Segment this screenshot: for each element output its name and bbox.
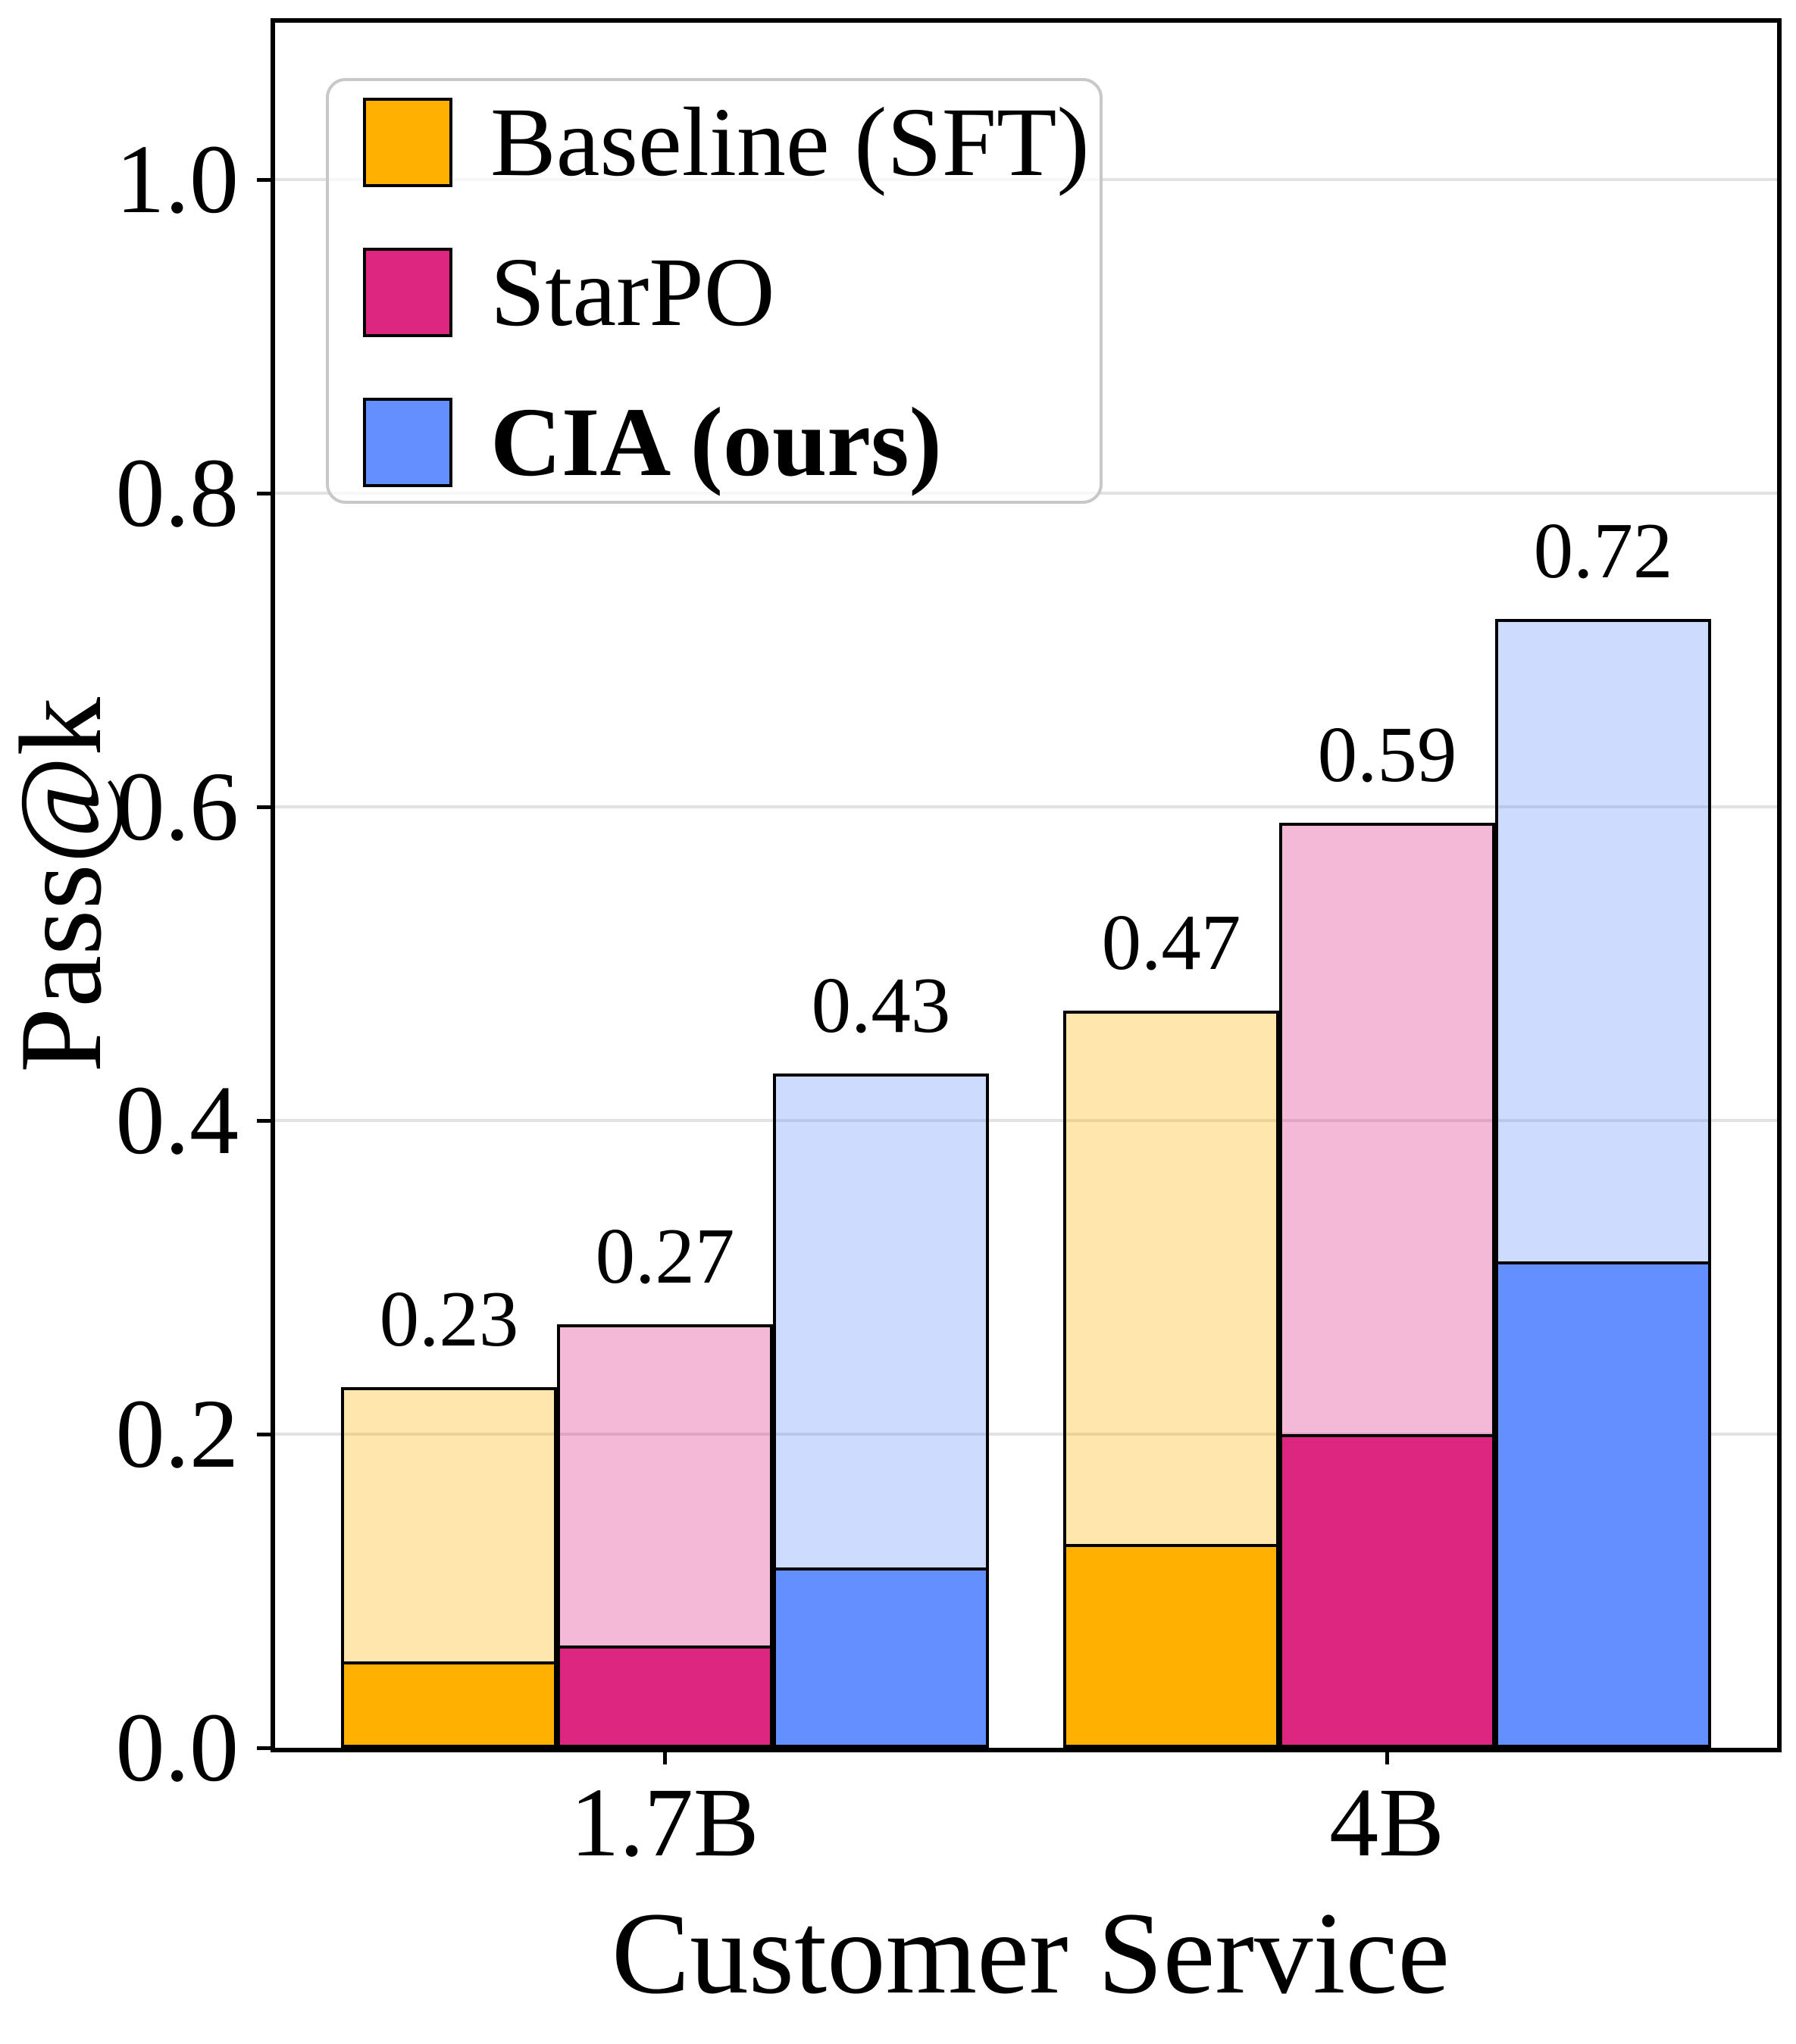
top-spine <box>271 18 1782 23</box>
legend-row: Baseline (SFT) <box>363 93 1090 192</box>
bar-value-label: 0.27 <box>595 1211 735 1301</box>
gridline <box>275 1433 1777 1436</box>
y-axis-tick-label: 1.0 <box>115 125 239 234</box>
x-axis-tick-label: 4B <box>1329 1768 1444 1877</box>
y-axis-tick-label: 0.6 <box>115 752 239 861</box>
bottom-spine <box>271 1748 1782 1752</box>
bar-4B-Baseline (SFT)-pass1 <box>1063 1543 1279 1748</box>
bar-1.7B-CIA (ours)-pass1 <box>773 1567 989 1748</box>
y-axis-tick-label: 0.0 <box>115 1693 239 1802</box>
bar-1.7B-Baseline (SFT)-pass1 <box>341 1661 557 1748</box>
gridline <box>275 805 1777 808</box>
bar-value-label: 0.59 <box>1317 709 1457 799</box>
bar-value-label: 0.23 <box>379 1274 519 1363</box>
y-axis-tick <box>257 805 271 809</box>
legend-swatch-StarPO <box>363 248 452 337</box>
legend: Baseline (SFT) StarPO CIA (ours) <box>326 78 1103 504</box>
left-spine <box>271 18 275 1752</box>
bar-4B-CIA (ours)-pass1 <box>1495 1261 1711 1748</box>
legend-label-Baseline (SFT): Baseline (SFT) <box>490 88 1090 197</box>
legend-label-CIA (ours): CIA (ours) <box>490 388 942 497</box>
x-axis-tick <box>1385 1752 1389 1764</box>
bar-value-label: 0.72 <box>1533 505 1673 595</box>
bar-value-label: 0.47 <box>1101 898 1241 987</box>
right-spine <box>1777 18 1782 1752</box>
x-axis-tick-label: 1.7B <box>570 1768 759 1877</box>
bar-value-label: 0.43 <box>811 960 951 1049</box>
y-axis-tick <box>257 1432 271 1436</box>
x-axis-label: Customer Service <box>611 1888 1450 2018</box>
legend-label-StarPO: StarPO <box>490 238 775 347</box>
legend-swatch-CIA (ours) <box>363 398 452 487</box>
y-axis-tick-label: 0.8 <box>115 439 239 548</box>
legend-row: StarPO <box>363 243 775 342</box>
y-axis-tick <box>257 177 271 182</box>
legend-swatch-Baseline (SFT) <box>363 98 452 187</box>
y-axis-label: Pass@k <box>0 697 126 1073</box>
y-axis-tick <box>257 1118 271 1123</box>
x-axis-tick <box>662 1752 667 1764</box>
gridline <box>275 1119 1777 1122</box>
legend-row: CIA (ours) <box>363 393 942 492</box>
bar-4B-StarPO-pass1 <box>1279 1434 1495 1748</box>
y-axis-tick <box>257 1746 271 1750</box>
y-axis-tick-label: 0.2 <box>115 1380 239 1489</box>
y-axis-tick-label: 0.4 <box>115 1066 239 1175</box>
bar-1.7B-StarPO-pass1 <box>557 1646 773 1748</box>
y-axis-tick <box>257 491 271 495</box>
